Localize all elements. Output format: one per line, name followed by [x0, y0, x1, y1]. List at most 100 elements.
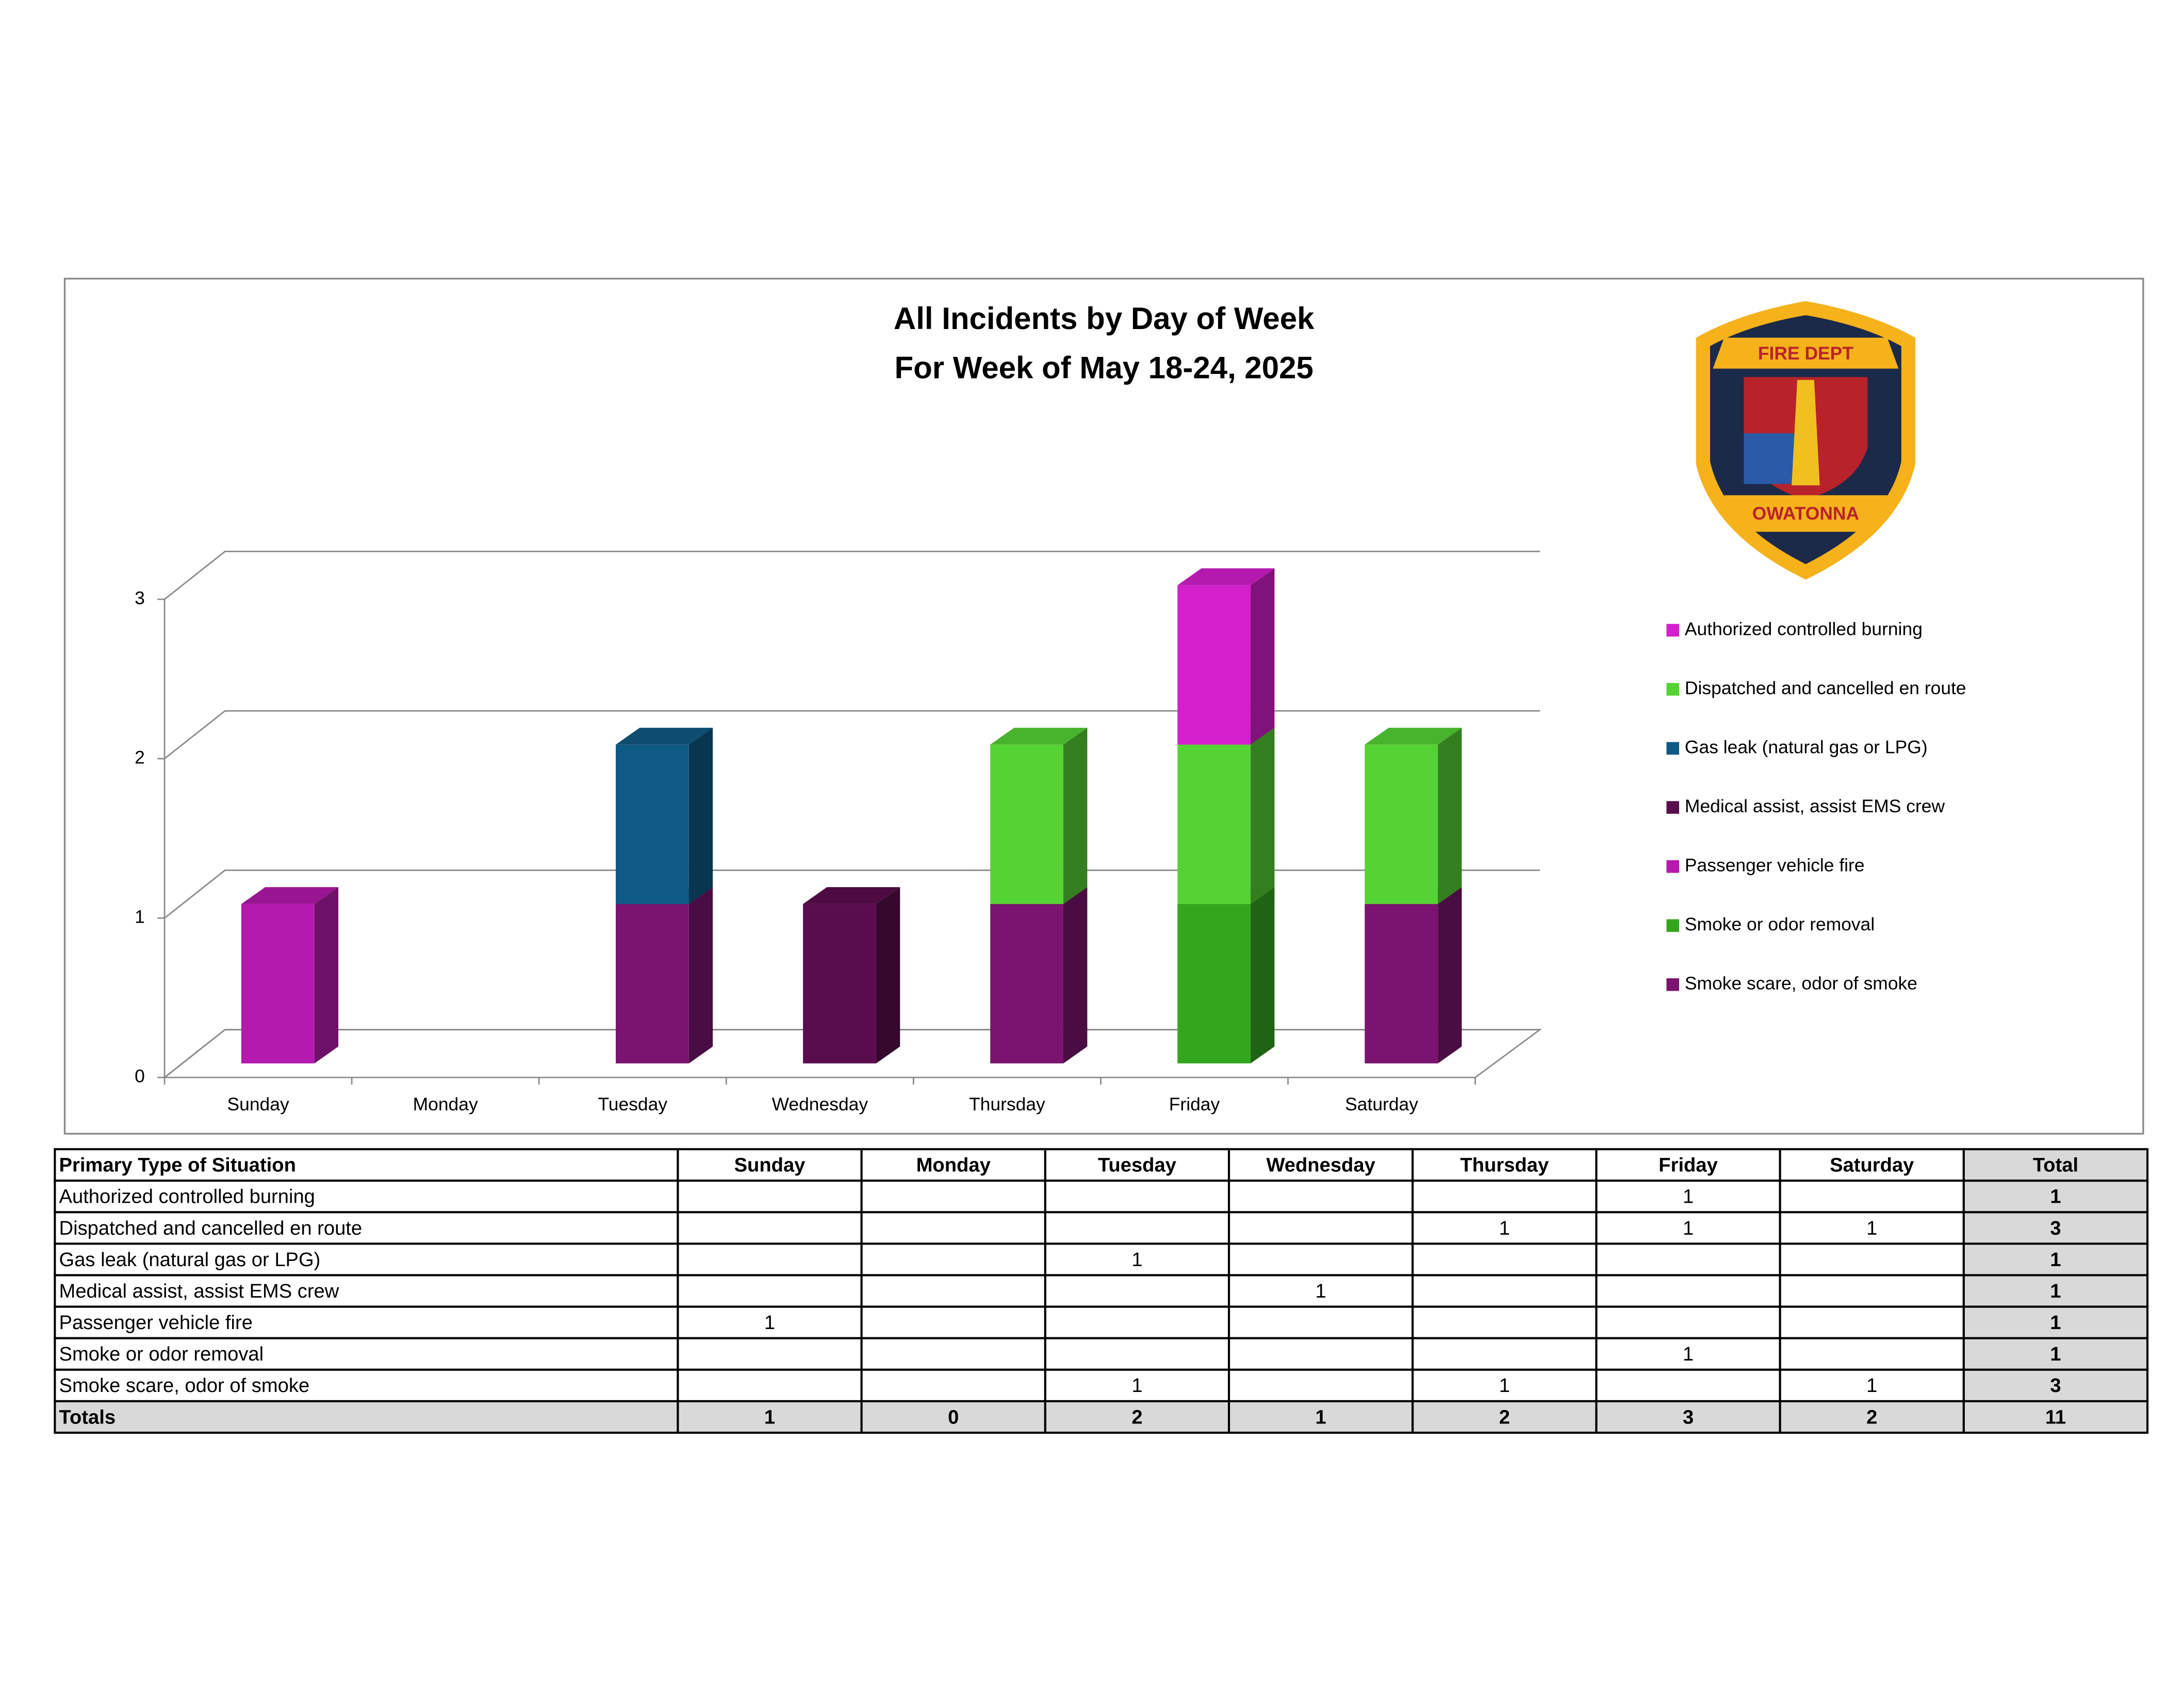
bar-side — [876, 887, 900, 1063]
row-label: Totals — [59, 1406, 116, 1428]
bar — [1365, 904, 1438, 1063]
cell-value: 1 — [1131, 1374, 1142, 1397]
table-cell — [54, 1242, 679, 1276]
cell-value: 1 — [1683, 1186, 1694, 1208]
x-tick-label: Sunday — [227, 1094, 289, 1115]
x-tick-label: Saturday — [1345, 1094, 1418, 1115]
legend-label: Gas leak (natural gas or LPG) — [1685, 736, 1928, 757]
legend: Authorized controlled burning Dispatched … — [1666, 618, 1966, 994]
grid-line — [164, 1029, 1540, 1078]
table-cell — [1044, 1274, 1230, 1308]
table-cell — [860, 1242, 1046, 1276]
x-tick-label: Monday — [413, 1094, 478, 1115]
bar — [1177, 585, 1251, 745]
cell-value: Friday — [1658, 1154, 1718, 1176]
bar-side — [1251, 728, 1275, 904]
cell-value: 1 — [1683, 1217, 1694, 1239]
table-cell — [1962, 1274, 2149, 1308]
table-cell — [1595, 1368, 1781, 1402]
table-cell — [1044, 1368, 1230, 1402]
cell-value: 1 — [1683, 1343, 1694, 1365]
bar-top — [1365, 728, 1462, 745]
cell-value: 1 — [1131, 1249, 1142, 1271]
cell-value: 1 — [1316, 1406, 1326, 1428]
table-cell — [54, 1179, 679, 1214]
table-cell — [677, 1211, 863, 1245]
table-cell — [1411, 1211, 1598, 1245]
bar-side — [1251, 568, 1275, 745]
x-tick-label: Thursday — [969, 1094, 1045, 1115]
table-cell — [860, 1148, 1046, 1182]
table-cell — [54, 1337, 679, 1371]
cell-value: 0 — [948, 1406, 959, 1428]
row-label: Smoke scare, odor of smoke — [59, 1374, 310, 1397]
legend-swatch — [1666, 801, 1680, 814]
table-cell — [1411, 1179, 1598, 1214]
legend-swatch — [1666, 860, 1680, 873]
cell-value: 2 — [1866, 1406, 1877, 1428]
chart-subtitle: For Week of May 18-24, 2025 — [894, 350, 1313, 385]
bar — [1177, 904, 1251, 1063]
table-cell — [860, 1368, 1046, 1402]
legend-label: Authorized controlled burning — [1685, 618, 1923, 639]
bar — [616, 904, 689, 1063]
x-tick-label: Friday — [1169, 1094, 1220, 1115]
chart-title: All Incidents by Day of Week — [894, 301, 1315, 336]
table-cell — [1779, 1305, 1965, 1339]
cell-value: Total — [2033, 1154, 2078, 1176]
table-cell — [1595, 1305, 1781, 1339]
bar — [616, 744, 689, 904]
cell-value: 1 — [1499, 1217, 1510, 1239]
y-tick-label: 2 — [135, 747, 145, 767]
bar-top — [241, 887, 339, 904]
row-label: Gas leak (natural gas or LPG) — [59, 1249, 321, 1271]
bar-side — [314, 887, 339, 1063]
logo-bottom-text: OWATONNA — [1752, 503, 1859, 524]
x-tick-label: Wednesday — [772, 1094, 868, 1115]
logo: FIRE DEPT OWATONNA — [1696, 301, 1916, 580]
table-cell — [1227, 1274, 1414, 1308]
legend-label: Smoke scare, odor of smoke — [1685, 973, 1917, 994]
table-cell — [1595, 1211, 1781, 1245]
bar — [990, 744, 1063, 904]
table-cell — [1227, 1337, 1414, 1371]
table-cell — [54, 1305, 679, 1339]
table-cell — [1411, 1242, 1598, 1276]
table-cell — [1595, 1274, 1781, 1308]
grid-line — [164, 710, 1540, 760]
table-cell — [677, 1400, 863, 1434]
table-cell — [860, 1274, 1046, 1308]
table-cell — [1044, 1179, 1230, 1214]
table-cell — [677, 1179, 863, 1214]
table-cell — [677, 1274, 863, 1308]
legend-label: Passenger vehicle fire — [1685, 855, 1865, 875]
cell-value: Thursday — [1460, 1154, 1549, 1176]
bar-top — [1177, 568, 1275, 585]
legend-label: Smoke or odor removal — [1685, 914, 1875, 935]
cell-value: 1 — [2050, 1280, 2061, 1302]
table-cell — [1227, 1368, 1414, 1402]
table-cell — [54, 1274, 679, 1308]
legend-swatch — [1666, 742, 1680, 755]
x-tick-label: Tuesday — [598, 1094, 667, 1115]
bar — [1177, 744, 1251, 904]
bar — [241, 904, 315, 1063]
table-cell — [1227, 1242, 1414, 1276]
plot: 0 1 2 3 Sunday Monday Tuesday Wednesday Thursday… — [135, 550, 1542, 1115]
grid-line — [164, 870, 1540, 919]
table-cell — [677, 1148, 863, 1182]
legend-swatch — [1666, 978, 1680, 991]
bar-side — [1438, 887, 1462, 1063]
cell-value: 3 — [1683, 1406, 1694, 1428]
table-cell — [1962, 1148, 2149, 1182]
row-label: Smoke or odor removal — [59, 1343, 264, 1365]
cell-value: Saturday — [1830, 1154, 1914, 1176]
table-cell — [677, 1242, 863, 1276]
table-cell — [1411, 1274, 1598, 1308]
table-cell — [1227, 1305, 1414, 1339]
table-cell — [1044, 1242, 1230, 1276]
table-cell — [1779, 1242, 1965, 1276]
cell-value: 1 — [1499, 1374, 1510, 1397]
bar-side — [688, 887, 713, 1063]
